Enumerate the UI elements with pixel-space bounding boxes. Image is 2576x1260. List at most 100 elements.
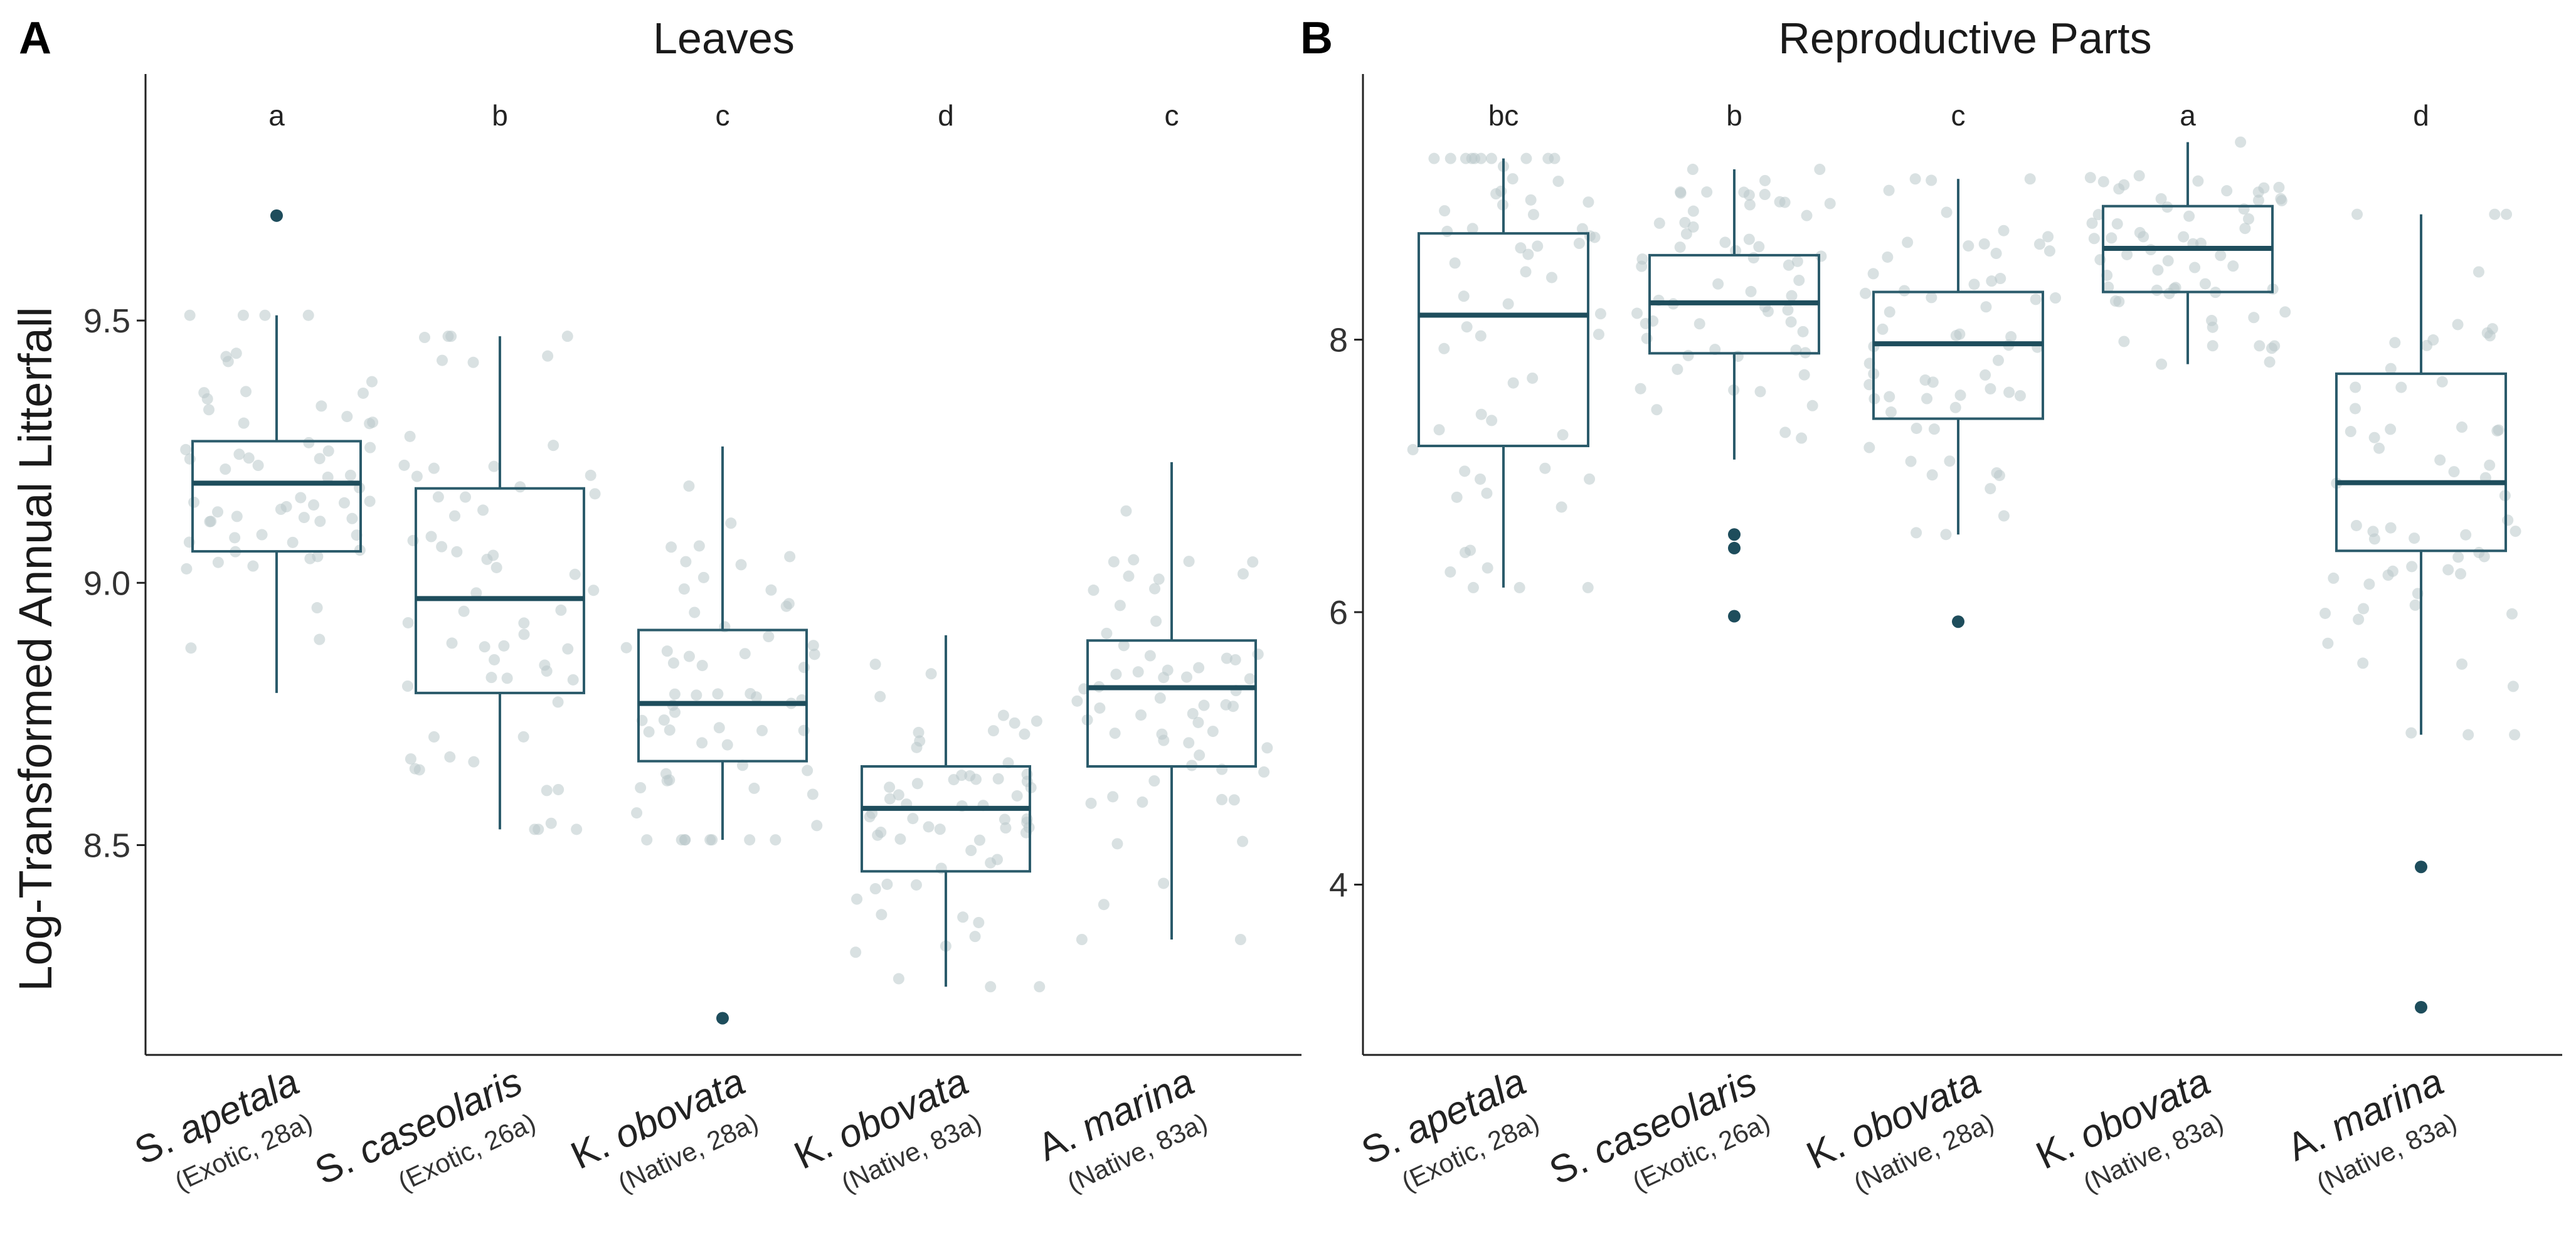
- jitter-point: [756, 724, 768, 736]
- jitter-point: [1539, 462, 1551, 474]
- jitter-point: [1985, 383, 1996, 394]
- jitter-point: [2506, 608, 2518, 620]
- jitter-point: [664, 724, 676, 736]
- jitter-point: [2239, 223, 2251, 235]
- jitter-point: [2489, 208, 2501, 220]
- jitter-point: [1407, 443, 1419, 455]
- jitter-point: [2113, 183, 2125, 195]
- jitter-point: [1745, 285, 1757, 297]
- jitter-point: [256, 529, 268, 541]
- significance-labels-b: bc b c a d: [1488, 99, 2429, 132]
- jitter-point: [460, 491, 472, 503]
- jitter-point: [1439, 205, 1451, 217]
- jitter-point: [2473, 266, 2484, 278]
- jitter-point: [589, 488, 601, 500]
- jitter-point: [851, 893, 863, 905]
- jitter-point: [205, 516, 217, 527]
- jitter-point: [477, 504, 489, 516]
- jitter-point: [1475, 330, 1487, 342]
- jitter-point: [643, 726, 655, 738]
- box-iqr: [415, 487, 585, 694]
- jitter-point: [229, 532, 241, 544]
- panel-title-leaves: Leaves: [653, 14, 795, 63]
- jitter-point: [1158, 877, 1170, 889]
- jitter-point: [876, 909, 888, 921]
- jitter-point: [548, 440, 559, 452]
- jitter-point: [1885, 406, 1897, 418]
- jitter-point: [1009, 717, 1020, 729]
- jitter-point: [2452, 319, 2464, 331]
- jitter-point: [1123, 570, 1135, 582]
- y-axis-title: Log-Transformed Annual Litterfall: [9, 307, 61, 991]
- jitter-point: [2473, 547, 2485, 559]
- jitter-point: [364, 495, 376, 507]
- significance-letter: d: [2413, 99, 2429, 132]
- y-tick-label: 9.0: [83, 564, 130, 602]
- jitter-point: [1793, 274, 1805, 286]
- jitter-point: [1921, 393, 1933, 405]
- jitter-point: [2003, 386, 2015, 398]
- jitter-point: [2350, 403, 2361, 415]
- jitter-point: [1111, 838, 1123, 850]
- jitter-point: [1680, 228, 1692, 240]
- jitter-point: [1180, 671, 1192, 683]
- jitter-point: [696, 737, 708, 749]
- panel-label-b: B: [1300, 13, 1333, 63]
- jitter-point: [748, 782, 760, 794]
- jitter-point: [973, 916, 985, 928]
- jitter-point: [1150, 615, 1162, 627]
- jitter-point: [1549, 152, 1561, 164]
- jitter-point: [2248, 312, 2260, 324]
- jitter-point: [808, 649, 820, 660]
- jitter-point: [1909, 173, 1921, 185]
- jitter-point: [418, 332, 430, 344]
- jitter-point: [1884, 391, 1895, 403]
- jitter-point: [1730, 245, 1742, 257]
- jitter-point: [1653, 217, 1665, 229]
- jitter-point: [2405, 727, 2417, 739]
- jitter-point: [2406, 561, 2418, 573]
- jitter-point: [436, 541, 448, 553]
- jitter-point: [188, 496, 200, 508]
- jitter-point: [2358, 603, 2370, 615]
- significance-letter: c: [716, 99, 730, 132]
- jitter-layer-a: [180, 309, 1273, 993]
- jitter-point: [401, 680, 413, 692]
- jitter-point: [2484, 330, 2496, 342]
- jitter-point: [552, 696, 564, 708]
- jitter-point: [2156, 358, 2168, 370]
- jitter-point: [1459, 465, 1471, 477]
- jitter-point: [658, 714, 670, 726]
- jitter-point: [2507, 680, 2519, 692]
- jitter-point: [402, 617, 414, 628]
- jitter-point: [2357, 657, 2369, 669]
- jitter-point: [2207, 340, 2218, 352]
- jitter-point: [1187, 707, 1199, 719]
- jitter-point: [2491, 425, 2503, 437]
- jitter-point: [1926, 174, 1937, 186]
- jitter-point: [680, 556, 692, 568]
- jitter-point: [1985, 483, 1996, 495]
- y-tick-label: 6: [1329, 594, 1348, 632]
- jitter-point: [409, 763, 421, 775]
- jitter-point: [2395, 381, 2407, 393]
- jitter-point: [2014, 389, 2026, 401]
- jitter-point: [1782, 304, 1794, 316]
- jitter-point: [446, 637, 458, 649]
- jitter-point: [1520, 152, 1532, 164]
- jitter-point: [2121, 248, 2133, 260]
- jitter-point: [366, 376, 378, 388]
- jitter-point: [1490, 188, 1502, 200]
- jitter-point: [303, 437, 315, 448]
- jitter-point: [2409, 599, 2421, 611]
- jitter-point: [997, 709, 1009, 721]
- jitter-point: [1576, 223, 1588, 235]
- jitter-point: [696, 660, 708, 672]
- jitter-point: [498, 640, 510, 652]
- jitter-point: [1860, 287, 1872, 299]
- jitter-point: [1237, 835, 1249, 847]
- jitter-point: [1546, 272, 1558, 283]
- jitter-point: [683, 650, 695, 662]
